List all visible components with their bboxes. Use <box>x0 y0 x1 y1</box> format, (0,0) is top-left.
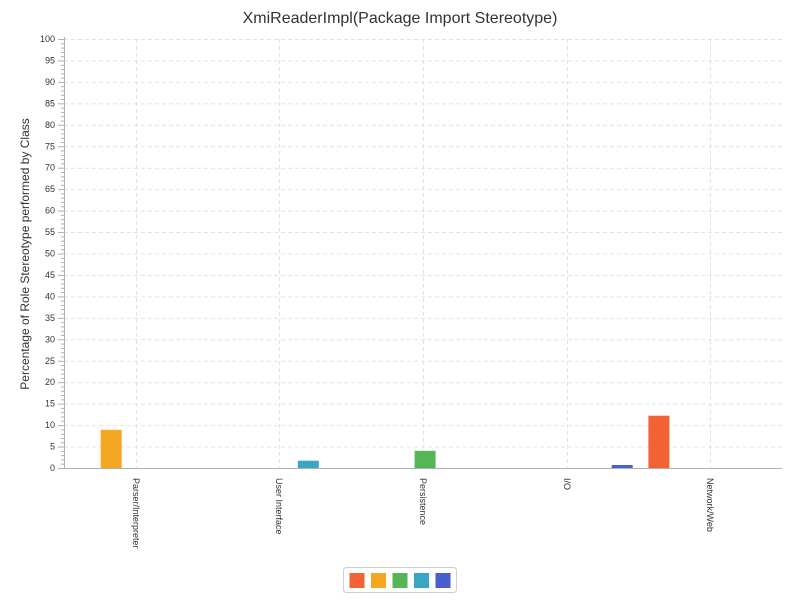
y-tick-label: 40 <box>45 291 55 301</box>
y-tick-label: 60 <box>45 206 55 216</box>
y-tick-label: 20 <box>45 377 55 387</box>
chart-title: XmiReaderImpl(Package Import Stereotype) <box>243 10 558 27</box>
legend-swatch <box>392 573 408 588</box>
y-tick-label: 10 <box>45 420 55 430</box>
y-axis-label: Percentage of Role Stereotype performed … <box>18 118 32 389</box>
bar-i-o <box>611 465 633 468</box>
y-tick-label: 5 <box>50 442 55 452</box>
x-category-label: Persistence <box>418 478 428 525</box>
y-tick-label: 90 <box>45 77 55 87</box>
y-tick-label: 75 <box>45 141 55 151</box>
y-tick-label: 100 <box>40 34 55 44</box>
y-tick-label: 85 <box>45 98 55 108</box>
y-tick-label: 45 <box>45 270 55 280</box>
bars <box>100 415 670 468</box>
bar-parser-interpreter <box>100 429 122 468</box>
grid <box>64 39 782 468</box>
legend-swatch <box>414 573 429 588</box>
y-tick-label: 95 <box>45 55 55 65</box>
bar-network-web <box>648 415 670 468</box>
y-tick-label: 25 <box>45 356 55 366</box>
x-category-label: I/O <box>562 478 572 490</box>
y-tick-label: 35 <box>45 313 55 323</box>
axes <box>58 37 782 469</box>
bar-persistence <box>414 450 436 468</box>
y-tick-label: 0 <box>50 463 55 473</box>
x-category-label: Network/Web <box>705 478 715 532</box>
axis-labels: 0 5 10 15 20 25 30 35 40 45 50 55 60 65 70 75 80 85 90 95 10… <box>40 34 715 549</box>
y-tick-label: 65 <box>45 184 55 194</box>
bar-user-interface <box>297 460 319 468</box>
x-category-label: User Interface <box>274 478 284 535</box>
y-tick-label: 50 <box>45 249 55 259</box>
legend <box>343 567 457 593</box>
y-tick-label: 30 <box>45 334 55 344</box>
legend-swatch <box>349 573 365 588</box>
x-category-label: Parser/Interpreter <box>131 478 141 549</box>
y-tick-label: 80 <box>45 120 55 130</box>
y-tick-label: 70 <box>45 163 55 173</box>
legend-swatch <box>371 573 386 588</box>
y-tick-label: 55 <box>45 227 55 237</box>
y-tick-label: 15 <box>45 399 55 409</box>
legend-swatch <box>435 573 451 588</box>
